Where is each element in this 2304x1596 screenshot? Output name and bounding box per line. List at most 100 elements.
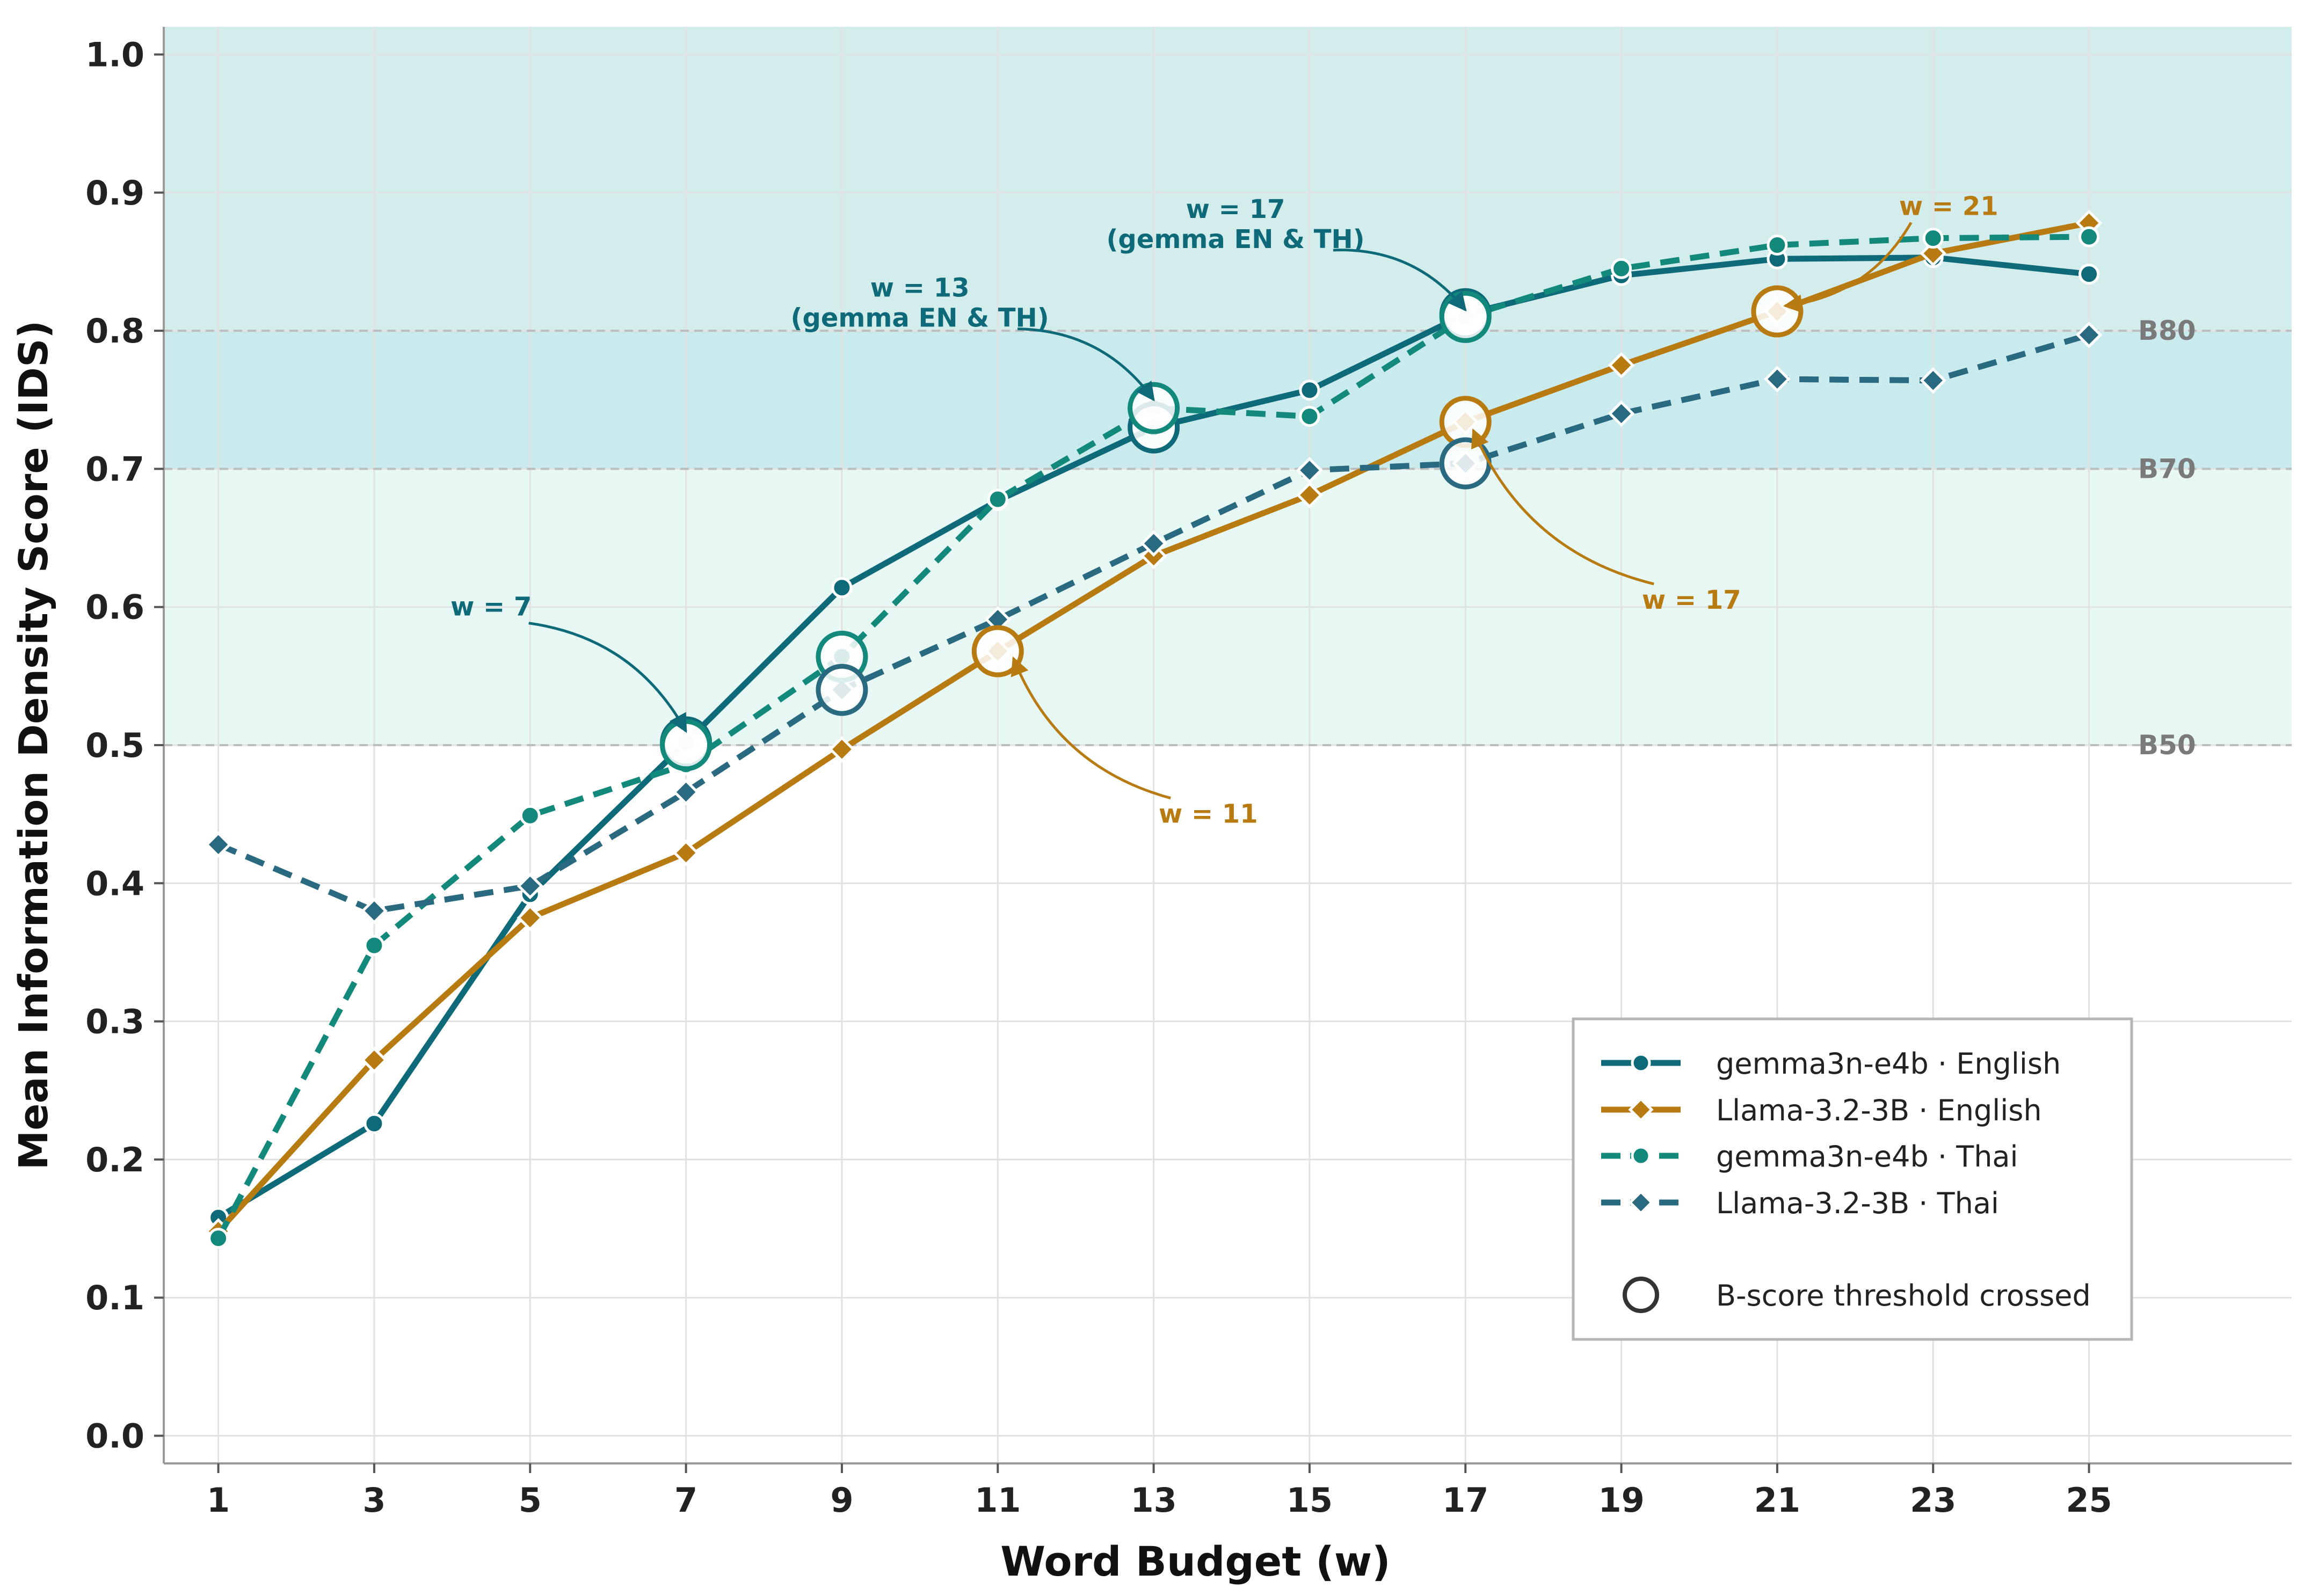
legend: gemma3n-e4b · English Llama-3.2-3B · Engl…	[1572, 1017, 2133, 1341]
x-axis-label: Word Budget (w)	[1000, 1537, 1391, 1585]
x-tick-label: 7	[674, 1481, 697, 1520]
data-point	[208, 1228, 229, 1249]
legend-label: Llama-3.2-3B · Thai	[1716, 1186, 1999, 1220]
annotation: w = 13(gemma EN & TH)	[791, 273, 1155, 402]
threshold-band	[164, 27, 2292, 331]
legend-swatch-marker	[1628, 1190, 1654, 1215]
annotation-text: w = 11	[1159, 799, 1258, 829]
data-point	[672, 839, 700, 866]
y-tick-label: 1.0	[85, 35, 144, 74]
legend-label: gemma3n-e4b · English	[1716, 1047, 2061, 1081]
data-point	[1299, 380, 1320, 401]
x-tick-label: 11	[975, 1481, 1021, 1520]
x-tick-label: 19	[1598, 1481, 1644, 1520]
annotation-arrow	[1017, 327, 1155, 402]
x-tick-label: 17	[1442, 1481, 1488, 1520]
legend-swatch-marker	[1631, 1053, 1651, 1073]
annotation-text: w = 13	[870, 273, 970, 303]
data-point	[364, 935, 385, 956]
legend-entry: B-score threshold crossed	[1623, 1277, 2091, 1313]
data-point	[1920, 367, 1947, 394]
data-point	[205, 831, 232, 858]
crossing-marker	[1751, 285, 1804, 338]
legend-entry: gemma3n-e4b · Thai	[1601, 1140, 2018, 1174]
threshold-band	[164, 331, 2292, 469]
annotation: w = 7	[450, 592, 687, 733]
threshold-label: B80	[2138, 315, 2196, 346]
legend-label: B-score threshold crossed	[1716, 1279, 2091, 1313]
x-tick-label: 15	[1287, 1481, 1333, 1520]
data-point	[1764, 366, 1791, 392]
data-point	[361, 897, 388, 924]
annotation-arrow	[528, 622, 687, 733]
data-point	[672, 778, 700, 806]
annotation-arrow	[1471, 428, 1654, 586]
y-tick-label: 0.3	[85, 1002, 144, 1041]
data-point	[1767, 235, 1788, 256]
y-tick-label: 0.7	[85, 449, 144, 489]
x-tick-label: 1	[207, 1481, 230, 1520]
x-tick-label: 9	[830, 1481, 853, 1520]
data-point	[364, 1113, 385, 1134]
data-point	[1920, 240, 1947, 267]
data-point	[831, 577, 853, 599]
x-tick-label: 13	[1130, 1481, 1176, 1520]
annotation-text: w = 7	[450, 592, 532, 622]
data-point	[1611, 258, 1632, 279]
annotations: w = 7w = 13(gemma EN & TH)w = 17(gemma E…	[450, 192, 1998, 829]
y-axis-label: Mean Information Density Score (IDS)	[11, 320, 57, 1170]
x-tick-label: 25	[2066, 1481, 2112, 1520]
data-point	[517, 904, 544, 931]
y-tick-label: 0.6	[85, 588, 144, 627]
data-point	[1922, 228, 1944, 249]
y-tick-label: 0.8	[85, 311, 144, 351]
annotation-text: (gemma EN & TH)	[791, 303, 1049, 333]
crossing-marker	[816, 664, 868, 716]
data-point	[2075, 322, 2103, 348]
threshold-bands	[164, 27, 2292, 745]
threshold-lines: B50 B70 B80	[164, 315, 2292, 761]
data-point	[987, 489, 1008, 510]
x-tick-label: 5	[519, 1481, 542, 1520]
y-tick-label: 0.5	[85, 726, 144, 765]
x-tick-label: 23	[1910, 1481, 1956, 1520]
annotation-text: w = 17	[1642, 585, 1741, 615]
annotation-arrow	[1011, 656, 1171, 800]
data-point	[2078, 226, 2100, 247]
x-tick-label: 3	[362, 1481, 386, 1520]
legend-label: Llama-3.2-3B · English	[1716, 1094, 2042, 1127]
data-point	[1140, 530, 1167, 557]
crossing-marker	[1128, 382, 1180, 434]
data-point	[519, 805, 541, 826]
data-point	[361, 1046, 388, 1074]
threshold-label: B50	[2138, 730, 2196, 761]
crossing-marker	[971, 625, 1024, 677]
data-point	[1296, 482, 1323, 509]
annotation: w = 17	[1471, 428, 1741, 615]
data-point	[517, 872, 544, 900]
legend-entry: gemma3n-e4b · English	[1601, 1047, 2061, 1081]
annotation-arrow	[1333, 249, 1467, 312]
annotation-text: w = 21	[1899, 192, 1998, 222]
data-point	[1608, 400, 1635, 427]
annotation: w = 17(gemma EN & TH)	[1106, 194, 1467, 312]
y-tick-label: 0.9	[85, 173, 144, 213]
legend-entry: Llama-3.2-3B · English	[1601, 1094, 2042, 1127]
legend-box	[1572, 1017, 2133, 1341]
y-tick-label: 0.2	[85, 1140, 144, 1179]
legend-swatch-marker	[1628, 1097, 1654, 1123]
data-point	[1608, 352, 1635, 379]
annotation: w = 11	[1011, 656, 1258, 829]
annotation-text: (gemma EN & TH)	[1106, 224, 1364, 254]
y-tick-label: 0.4	[85, 864, 144, 903]
crossing-marker	[1439, 290, 1492, 343]
data-point	[1299, 406, 1320, 427]
threshold-label: B70	[2138, 453, 2196, 484]
x-tick-label: 21	[1754, 1481, 1800, 1520]
data-point	[828, 735, 855, 763]
annotation-arrow	[1783, 222, 1913, 314]
y-tick-label: 0.0	[85, 1417, 144, 1456]
y-tick-label: 0.1	[85, 1278, 144, 1317]
